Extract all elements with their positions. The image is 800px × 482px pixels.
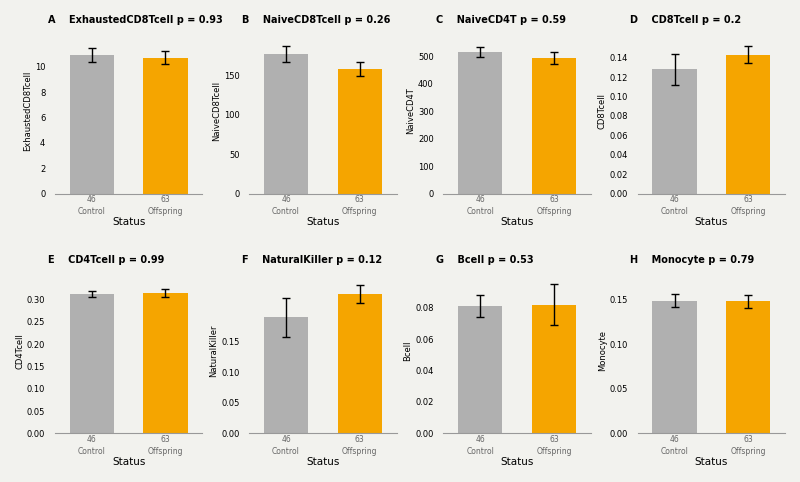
Y-axis label: CD4Tcell: CD4Tcell xyxy=(15,333,24,369)
X-axis label: Status: Status xyxy=(306,217,339,227)
X-axis label: Status: Status xyxy=(306,457,339,467)
Bar xyxy=(70,55,114,194)
Text: H    Monocyte p = 0.79: H Monocyte p = 0.79 xyxy=(630,255,754,265)
Bar xyxy=(532,305,576,433)
Text: E    CD4Tcell p = 0.99: E CD4Tcell p = 0.99 xyxy=(48,255,164,265)
Bar xyxy=(458,52,502,194)
Bar xyxy=(532,58,576,194)
Bar xyxy=(653,69,697,194)
Text: G    Bcell p = 0.53: G Bcell p = 0.53 xyxy=(436,255,534,265)
Bar xyxy=(338,294,382,433)
Bar xyxy=(70,295,114,433)
Text: A    ExhaustedCD8Tcell p = 0.93: A ExhaustedCD8Tcell p = 0.93 xyxy=(48,15,222,25)
X-axis label: Status: Status xyxy=(501,457,534,467)
Y-axis label: NaiveCD8Tcell: NaiveCD8Tcell xyxy=(212,81,221,141)
Y-axis label: CD8Tcell: CD8Tcell xyxy=(598,93,606,129)
Bar xyxy=(143,58,187,194)
Bar xyxy=(338,69,382,194)
Bar xyxy=(726,55,770,194)
Y-axis label: NaiveCD4T: NaiveCD4T xyxy=(406,88,415,134)
Y-axis label: Monocyte: Monocyte xyxy=(598,331,607,372)
Text: D    CD8Tcell p = 0.2: D CD8Tcell p = 0.2 xyxy=(630,15,742,25)
Bar xyxy=(264,54,308,194)
Text: F    NaturalKiller p = 0.12: F NaturalKiller p = 0.12 xyxy=(242,255,382,265)
Bar xyxy=(264,317,308,433)
X-axis label: Status: Status xyxy=(112,217,146,227)
Bar xyxy=(653,301,697,433)
X-axis label: Status: Status xyxy=(694,457,728,467)
Text: B    NaiveCD8Tcell p = 0.26: B NaiveCD8Tcell p = 0.26 xyxy=(242,15,390,25)
X-axis label: Status: Status xyxy=(501,217,534,227)
Bar xyxy=(143,293,187,433)
Bar xyxy=(726,301,770,433)
Text: C    NaiveCD4T p = 0.59: C NaiveCD4T p = 0.59 xyxy=(436,15,566,25)
Y-axis label: NaturalKiller: NaturalKiller xyxy=(210,325,218,377)
Bar xyxy=(458,306,502,433)
Y-axis label: Bcell: Bcell xyxy=(403,341,413,361)
X-axis label: Status: Status xyxy=(112,457,146,467)
X-axis label: Status: Status xyxy=(694,217,728,227)
Y-axis label: ExhaustedCD8Tcell: ExhaustedCD8Tcell xyxy=(23,71,32,151)
